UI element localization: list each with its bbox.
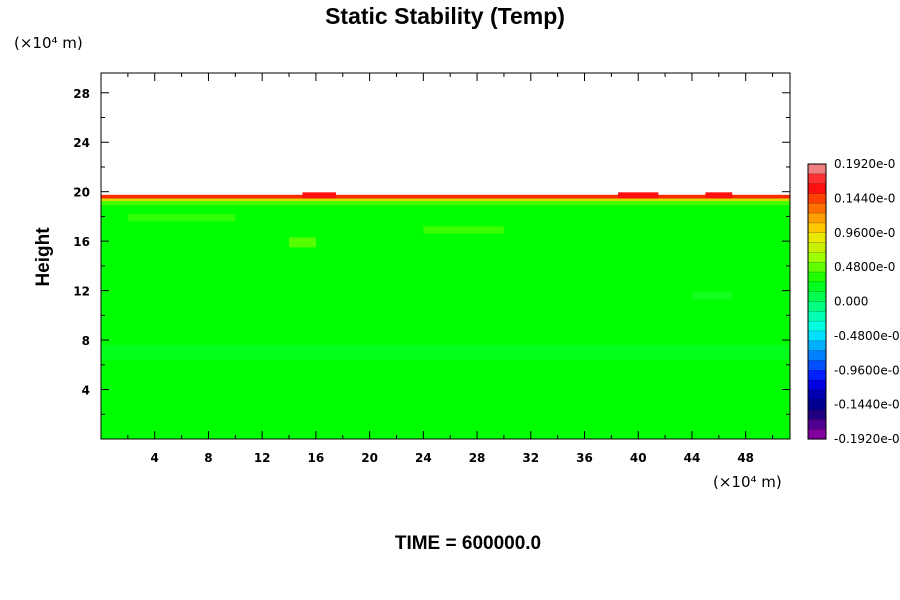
colorbar-swatch	[808, 222, 826, 234]
y-tick-label: 28	[73, 87, 90, 101]
colorbar-swatch	[808, 164, 826, 175]
colorbar-swatch	[808, 272, 826, 283]
x-tick-label: 32	[522, 451, 539, 465]
x-tick-label: 40	[630, 451, 647, 465]
colorbar-swatch	[808, 262, 826, 273]
colorbar-label: 0.1920e-0	[834, 157, 895, 171]
y-tick-label: 20	[73, 186, 90, 200]
colorbar-swatch	[808, 340, 826, 352]
x-tick-label: 8	[204, 451, 212, 465]
colorbar-swatch	[808, 281, 826, 293]
colorbar-label: -0.1440e-0	[834, 398, 900, 412]
x-tick-label: 16	[308, 451, 325, 465]
colorbar-swatch	[808, 370, 826, 381]
colorbar-frame	[807, 163, 827, 440]
field-patch	[423, 226, 504, 234]
colorbar-label: -0.9600e-0	[834, 363, 900, 377]
field-positive-patch	[705, 192, 733, 199]
colorbar-swatch	[808, 213, 826, 224]
x-tick-label: 36	[576, 451, 593, 465]
colorbar-swatch	[808, 429, 826, 440]
colorbar-swatch	[808, 242, 826, 253]
field-transition-layer	[101, 198, 790, 201]
colorbar-swatch	[808, 409, 826, 420]
colorbar-swatch	[808, 380, 826, 391]
field-positive-patch	[618, 192, 659, 199]
plot-frame	[100, 72, 791, 440]
colorbar-swatch	[808, 173, 826, 185]
colorbar-label: -0.1920e-0	[834, 432, 900, 446]
field-patch	[127, 213, 236, 222]
y-tick-label: 4	[82, 384, 90, 398]
y-axis: 4 8 12 16 20 24 28	[73, 87, 790, 415]
colorbar-swatch	[808, 389, 826, 401]
x-tick-label: 4	[151, 451, 159, 465]
colorbar-swatch	[808, 291, 826, 303]
colorbar-swatch	[808, 399, 826, 411]
chart-title: Static Stability (Temp)	[325, 3, 565, 29]
colorbar-swatch	[808, 193, 826, 204]
colorbar-swatch	[808, 232, 826, 244]
field-patch	[691, 291, 733, 300]
colorbar: 0.1920e-0 0.1440e-0 0.9600e-0 0.4800e-0 0.00…	[807, 157, 900, 446]
y-unit-label: (×10⁴ m)	[14, 34, 83, 52]
field-positive-patch	[302, 192, 337, 199]
colorbar-swatch	[808, 321, 826, 332]
y-axis-label: Height	[33, 227, 54, 287]
colorbar-label: -0.4800e-0	[834, 329, 900, 343]
y-tick-label: 12	[73, 285, 90, 299]
colorbar-swatch	[808, 311, 826, 322]
field-positive-layer	[101, 194, 790, 199]
x-unit-label: (×10⁴ m)	[713, 473, 782, 491]
colorbar-swatch	[808, 252, 826, 263]
x-tick-label: 24	[415, 451, 432, 465]
field-base	[101, 195, 790, 439]
colorbar-label: 0.4800e-0	[834, 260, 895, 274]
colorbar-swatch	[808, 419, 826, 430]
colorbar-swatch	[808, 301, 826, 312]
x-tick-label: 20	[361, 451, 378, 465]
colorbar-swatch	[808, 330, 826, 342]
field-band-upper	[101, 197, 790, 206]
stability-field	[101, 192, 790, 439]
x-tick-label: 12	[254, 451, 271, 465]
footer-time: TIME = 600000.0	[395, 533, 541, 554]
colorbar-label: 0.000	[834, 295, 868, 309]
colorbar-label: 0.1440e-0	[834, 191, 895, 205]
colorbar-swatch	[808, 183, 826, 195]
field-patch	[289, 237, 316, 248]
colorbar-swatch	[808, 350, 826, 362]
colorbar-swatch	[808, 203, 826, 214]
x-tick-label: 44	[684, 451, 701, 465]
colorbar-label: 0.9600e-0	[834, 226, 895, 240]
x-tick-label: 48	[737, 451, 754, 465]
x-axis: 4 8 12 16 20 24 28 32 36 40 44 48	[127, 73, 774, 465]
colorbar-swatch	[808, 360, 826, 371]
x-tick-label: 28	[469, 451, 486, 465]
field-band-low	[101, 345, 790, 360]
y-tick-label: 8	[82, 334, 90, 348]
y-tick-label: 16	[73, 235, 90, 249]
y-tick-label: 24	[73, 136, 90, 150]
